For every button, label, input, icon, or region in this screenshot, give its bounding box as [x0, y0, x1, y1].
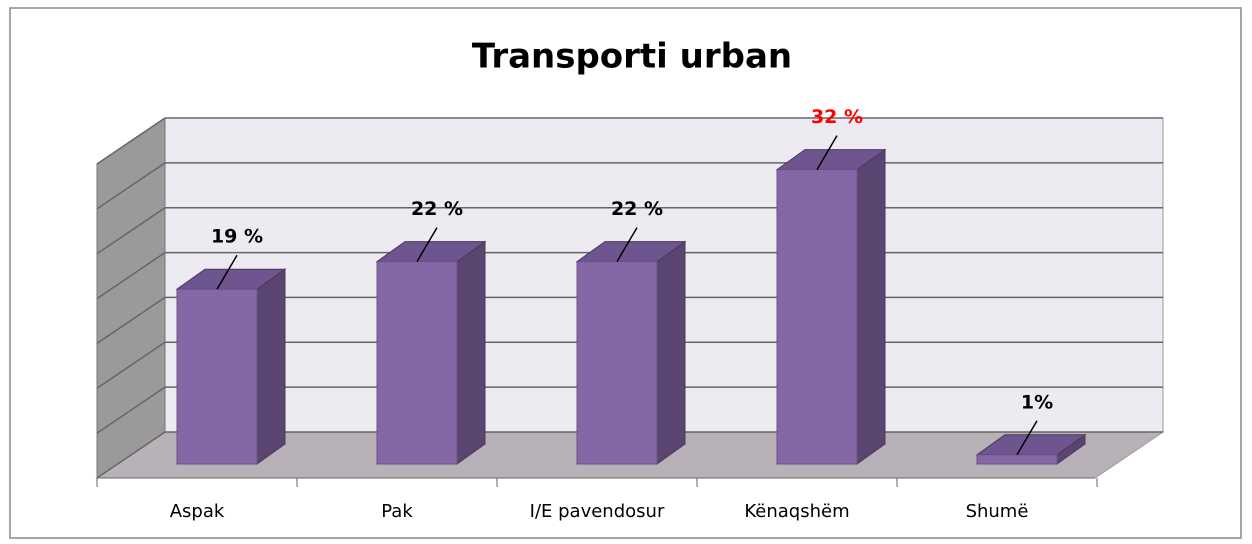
grid-line [96, 251, 166, 300]
leader-line [616, 227, 638, 262]
grid-line [96, 296, 166, 345]
bar-side [656, 240, 686, 465]
x-tick-label: Pak [381, 501, 413, 522]
side-wall [96, 117, 166, 479]
bar [176, 288, 258, 465]
data-label: 19 % [211, 226, 263, 248]
x-tick-label: Shumë [966, 501, 1029, 522]
leader-line [416, 227, 438, 262]
grid-line [96, 431, 166, 479]
leader-line [216, 254, 238, 290]
data-label: 1% [1021, 391, 1053, 413]
grid-line [96, 117, 166, 165]
leader-line [1016, 420, 1038, 456]
grid-line [96, 207, 166, 255]
chart-title: Transporti urban [472, 37, 792, 77]
bar [976, 454, 1058, 465]
grid-line [96, 162, 166, 210]
bar-side [256, 268, 286, 465]
bar-side [856, 148, 886, 465]
data-label: 32 % [811, 106, 863, 128]
x-tick-label: Aspak [170, 501, 225, 522]
bar [576, 261, 658, 465]
grid-line [96, 386, 166, 434]
x-tick-label: Kënaqshëm [744, 501, 849, 522]
data-label: 22 % [411, 198, 463, 220]
leader-line [816, 135, 838, 170]
bar [376, 261, 458, 465]
bar-side [456, 240, 486, 465]
data-label: 22 % [611, 198, 663, 220]
bar [776, 169, 858, 465]
x-tick-label: I/E pavendosur [530, 501, 665, 522]
grid-line [96, 341, 166, 389]
